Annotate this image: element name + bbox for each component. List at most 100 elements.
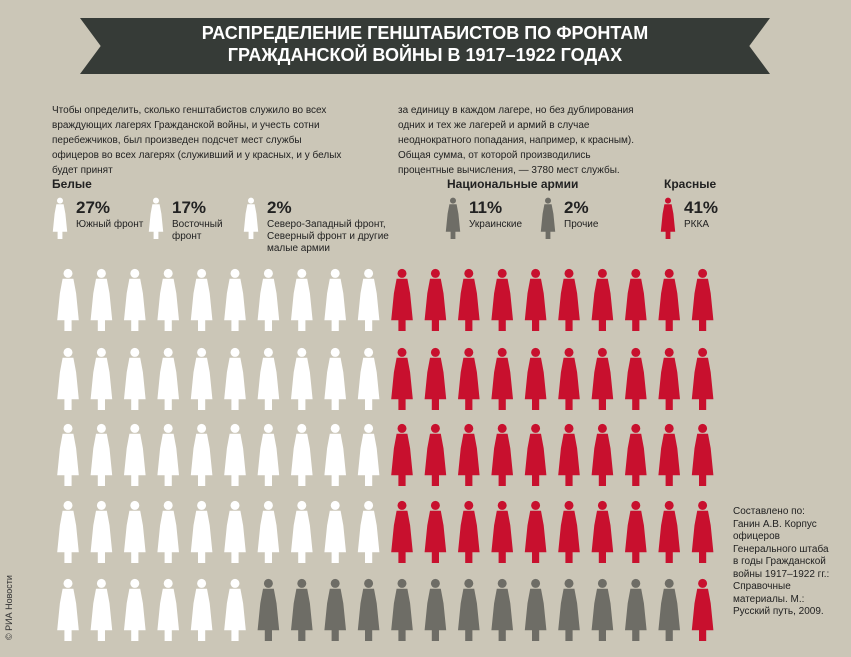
soldier-figure [424,347,447,410]
legend-name: Восточный фронт [172,219,223,242]
soldier-figure [57,268,79,331]
soldier-figure [124,500,146,563]
title-banner [80,18,770,74]
soldier-figure [458,500,480,563]
soldier-figure [491,423,513,486]
soldier-figure [558,578,580,641]
soldier-figure [157,578,179,641]
title-line: РАСПРЕДЕЛЕНИЕ ГЕНШТАБИСТОВ ПО ФРОНТАМ [201,23,649,43]
soldier-figure [224,268,246,331]
soldier-figure [691,347,714,410]
soldier-figure [658,500,680,563]
soldier-figure [591,578,614,641]
soldier-figure [658,423,680,486]
soldier-figure [491,347,513,410]
soldier-figure [625,500,647,563]
legend-value: 27% [76,198,111,217]
soldier-figure [524,578,547,641]
soldier-figure [190,578,213,641]
soldier-figure [257,347,280,410]
soldier-figure [357,268,380,331]
soldier-figure [625,347,647,410]
legend-name: Прочие [564,219,599,230]
soldier-figure [591,347,614,410]
soldier-figure [224,500,246,563]
soldier-figure [291,500,313,563]
soldier-figure [124,423,146,486]
soldier-figure [625,423,647,486]
soldier-figure [324,268,346,331]
soldier-figure [524,423,547,486]
soldier-figure [124,578,146,641]
legend-name: Украинские [469,219,523,230]
soldier-figure [391,500,413,563]
soldier-figure [391,268,413,331]
soldier-figure [424,268,447,331]
soldier-figure [357,578,380,641]
soldier-figure [424,500,447,563]
soldier-figure [591,268,614,331]
soldier-figure [558,423,580,486]
soldier-figure [190,347,213,410]
group-heading: Национальные армии [447,177,579,191]
legend-icon [540,197,556,239]
soldier-figure [190,500,213,563]
legend-icon [660,197,676,239]
legend-icon [52,197,68,239]
legend-name: Южный фронт [76,219,144,230]
legend-value: 11% [469,198,503,217]
soldier-figure [57,578,79,641]
soldier-figure [124,347,146,410]
soldier-figure [291,423,313,486]
soldier-figure [558,500,580,563]
soldier-figure [57,423,79,486]
soldier-figure [658,347,680,410]
soldier-figure [391,423,413,486]
soldier-figure [524,500,547,563]
soldier-figure [424,423,447,486]
soldier-figure [591,423,614,486]
soldier-figure [90,423,113,486]
source-note: Составлено по: Ганин А.В. Корпус офицеро… [733,506,830,617]
soldier-figure [625,578,647,641]
description: за единицу в каждом лагере, но без дубли… [398,105,635,176]
soldier-figure [625,268,647,331]
soldier-figure [90,347,113,410]
soldier-figure [691,268,714,331]
soldier-figure [157,268,179,331]
soldier-figure [691,500,714,563]
soldier-figure [491,578,513,641]
soldier-figure [257,578,280,641]
group-heading: Белые [52,177,92,191]
soldier-figure [324,500,346,563]
soldier-figure [291,268,313,331]
soldier-figure [491,268,513,331]
soldier-figure [224,347,246,410]
legend-icon [445,197,461,239]
soldier-figure [691,578,714,641]
legend-value: 41% [684,198,719,217]
soldier-figure [458,423,480,486]
soldier-figure [357,500,380,563]
soldier-figure [458,268,480,331]
soldier-figure [324,347,346,410]
legend-value: 2% [267,198,292,217]
soldier-figure [458,578,480,641]
soldier-figure [324,423,346,486]
soldier-figure [391,578,413,641]
soldier-figure [591,500,614,563]
soldier-figure [391,347,413,410]
soldier-figure [524,347,547,410]
soldier-figure [190,268,213,331]
soldier-figure [124,268,146,331]
title-line: ГРАЖДАНСКОЙ ВОЙНЫ В 1917–1922 ГОДАХ [227,45,623,65]
group-heading: Красные [664,177,717,191]
soldier-figure [691,423,714,486]
soldier-figure [190,423,213,486]
soldier-figure [491,500,513,563]
soldier-figure [458,347,480,410]
soldier-figure [257,423,280,486]
soldier-figure [524,268,547,331]
